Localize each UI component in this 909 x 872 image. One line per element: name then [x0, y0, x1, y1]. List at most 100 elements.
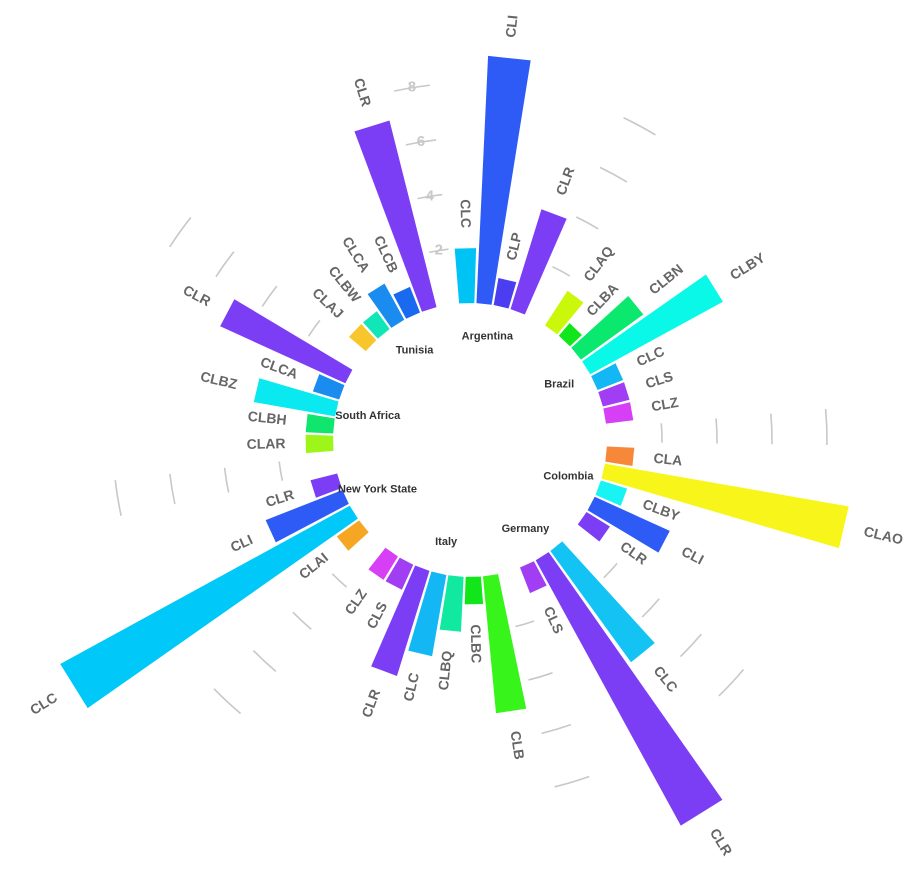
bar-colombia-clr — [577, 512, 610, 542]
bar-argentina-cli — [476, 55, 531, 305]
bar-south-africa-clca — [312, 374, 345, 400]
bar-label: CLI — [679, 543, 706, 568]
grid-arc — [554, 775, 590, 788]
bar-italy-clr — [371, 565, 430, 676]
bar-colombia-clao — [601, 463, 849, 549]
bar-label: CLAQ — [580, 243, 616, 285]
bar-label: CLAO — [862, 523, 904, 548]
grid-arc — [541, 723, 572, 735]
bar-brazil-clc — [591, 363, 624, 391]
tick-label: 4 — [426, 187, 435, 204]
grid-arc — [603, 562, 618, 579]
bar-argentina-clr — [510, 209, 567, 315]
grid-arc — [417, 193, 443, 200]
tick-label: 6 — [417, 133, 425, 150]
bar-germany-clc — [550, 541, 655, 663]
bar-germany-cls — [519, 561, 547, 594]
grid-arc — [215, 251, 235, 278]
grid-arc — [552, 265, 571, 277]
grid-arc — [641, 598, 660, 618]
bar-label: CLI — [502, 14, 520, 38]
group-label: Colombia — [543, 471, 594, 483]
bar-argentina-clc — [454, 248, 477, 304]
bar-brazil-clby — [582, 274, 723, 375]
bar-italy-clb — [482, 574, 527, 714]
grid-arc — [429, 248, 449, 254]
bar-label: CLBH — [247, 408, 287, 428]
grid-arc — [623, 117, 656, 136]
bar-argentina-clp — [493, 277, 517, 309]
bar-italy-clbq — [439, 575, 464, 632]
bar-colombia-cla — [605, 446, 635, 466]
grid-arc — [261, 285, 278, 307]
grid-arcs — [114, 84, 828, 788]
bar-south-africa-clbh — [305, 414, 335, 434]
grid-arc — [169, 473, 176, 505]
bar-germany-clr — [535, 552, 723, 826]
bar-label: CLBN — [646, 261, 686, 298]
grid-arc — [114, 480, 122, 516]
bar-new-york-state-cli — [265, 489, 349, 543]
bar-label: CLR — [707, 825, 736, 858]
bar-label: CLR — [552, 165, 577, 198]
grid-arc — [575, 216, 599, 230]
group-label: Brazil — [544, 378, 574, 390]
bar-new-york-state-clai — [336, 520, 369, 551]
grid-arc — [715, 418, 718, 444]
bar-label: CLI — [228, 531, 255, 555]
grid-arc — [660, 423, 663, 443]
bar-italy-clc — [408, 571, 447, 657]
group-label: Tunisia — [396, 345, 435, 357]
group-label: South Africa — [335, 410, 401, 422]
grid-arc — [292, 611, 312, 630]
bar-new-york-state-clc — [60, 505, 358, 709]
grid-arc — [307, 319, 321, 337]
bar-label: CLBY — [727, 249, 768, 283]
bar-tunisia-clr — [354, 120, 437, 312]
grid-arc — [405, 139, 437, 146]
tick-label: 8 — [408, 79, 416, 96]
bar-brazil-clba — [558, 323, 582, 347]
bar-south-africa-clr — [220, 299, 353, 384]
bar-italy-clz — [368, 547, 398, 580]
bar-label: CLP — [503, 231, 525, 262]
group-label: New York State — [338, 484, 417, 496]
group-label: Argentina — [462, 330, 514, 342]
grid-arc — [528, 672, 553, 681]
bar-label: CLB — [508, 730, 528, 761]
bar-south-africa-clar — [305, 434, 334, 454]
bar-tunisia-claj — [348, 324, 377, 352]
group-labels: Argentina Brazil Colombia Germany Italy New Y… — [335, 330, 594, 548]
bar-brazil-clbn — [571, 295, 644, 360]
bar-colombia-cli — [587, 496, 670, 553]
grid-arc — [679, 633, 702, 658]
bar-label: CLZ — [650, 394, 680, 415]
bar-new-york-state-clr — [310, 473, 342, 498]
radial-ticks: 2 4 6 8 — [408, 79, 443, 259]
grid-arc — [394, 84, 430, 92]
grid-arc — [770, 413, 773, 445]
group-label: Germany — [502, 523, 551, 535]
bar-label: CLBC — [468, 624, 485, 663]
grid-arc — [252, 649, 277, 672]
bar-colombia-clby — [595, 480, 628, 506]
grid-arc — [599, 166, 628, 183]
grid-arc — [331, 573, 348, 588]
bar-brazil-cls — [598, 382, 630, 407]
bar-italy-cls — [385, 557, 414, 590]
bar-label: CLR — [181, 282, 214, 310]
bar-tunisia-clca — [367, 283, 405, 328]
bar-label: CLR — [351, 76, 375, 108]
grid-arc — [515, 620, 535, 628]
bar-label: CLC — [27, 689, 60, 718]
grid-arc — [824, 408, 828, 446]
bar-label: CLBQ — [435, 650, 455, 691]
bar-label: CLR — [358, 687, 383, 720]
bar-brazil-clz — [603, 402, 634, 424]
bar-label: CLS — [363, 599, 390, 631]
bar-label: CLAR — [246, 435, 285, 452]
bar-tunisia-clbw — [362, 311, 390, 339]
bar-label: CLC — [400, 671, 422, 703]
